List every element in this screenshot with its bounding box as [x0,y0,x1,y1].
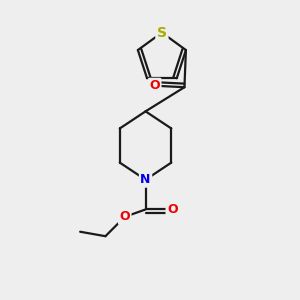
Text: S: S [157,26,167,40]
Text: N: N [140,173,151,186]
Text: O: O [167,203,178,216]
Text: O: O [149,79,160,92]
Text: O: O [119,210,130,224]
